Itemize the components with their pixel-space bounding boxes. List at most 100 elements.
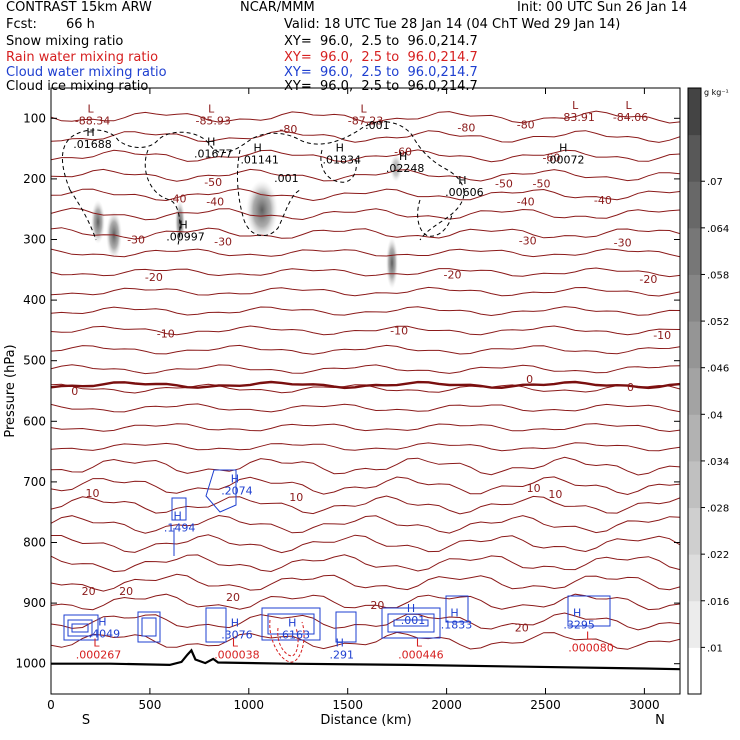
isotherm-label: -10	[157, 327, 175, 340]
extremum-marker: L	[232, 637, 239, 650]
legend-rain-xy: XY= 96.0, 2.5 to 96.0,214.7	[284, 50, 478, 65]
isotherm	[51, 344, 680, 355]
extremum-marker: H	[179, 218, 187, 231]
y-tick-label: 100	[23, 111, 46, 125]
x-tick-label: 2000	[431, 698, 462, 712]
isotherm-label: 20	[515, 621, 529, 634]
colorbar-tick-label: .016	[707, 597, 729, 608]
terrain-and-freezing-level	[51, 380, 680, 671]
colorbar-swatch	[688, 274, 701, 322]
cloud-water-contour	[445, 595, 469, 623]
colorbar-frame	[687, 87, 702, 695]
extremum-marker: L	[208, 103, 215, 116]
x-tick-label: 2500	[530, 698, 561, 712]
isotherm-label: 10	[548, 488, 562, 501]
extremum-value: .291	[330, 649, 355, 662]
isotherm	[51, 534, 680, 554]
isotherm-label: 20	[82, 585, 96, 598]
fcst-value: 66 h	[66, 17, 95, 32]
endpoint-right: N	[655, 713, 665, 728]
extremum-marker: L	[87, 103, 94, 116]
extremum-marker: H	[231, 472, 239, 485]
isotherm-label: 0	[71, 385, 78, 398]
extremum-marker: H	[288, 617, 296, 630]
colorbar-tick-label: .07	[707, 177, 723, 188]
extremum-marker: H	[231, 617, 239, 630]
cloud-water-contour	[381, 607, 441, 639]
endpoint-left: S	[82, 713, 90, 728]
x-tick-label: 0	[47, 698, 55, 712]
ice-contour	[144, 149, 181, 246]
cloud-water-contour	[171, 497, 187, 521]
colorbar-swatch	[688, 554, 701, 602]
cloud-ice-contours	[62, 121, 465, 246]
extremum-marker: H	[254, 142, 262, 155]
extremum-value: .1833	[441, 618, 473, 631]
extremum-value: .000038	[214, 649, 260, 662]
colorbar-tick-label: .046	[707, 364, 729, 375]
cloud-water-contour	[63, 614, 99, 641]
center-label: NCAR/MMM	[240, 0, 315, 15]
isotherm	[51, 286, 680, 297]
extremum-marker: H	[336, 142, 344, 155]
plot-frame	[50, 87, 681, 695]
cloud-water-contour	[205, 607, 227, 643]
extremum-marker: H	[458, 174, 466, 187]
isotherm-label: 10	[86, 487, 100, 500]
extremum-value: .000446	[398, 649, 444, 662]
isotherm-label: -10	[390, 324, 408, 337]
y-tick-label: 400	[23, 293, 46, 307]
colorbar-swatch	[688, 647, 701, 695]
cloud-water-contour	[393, 619, 429, 627]
isotherm	[51, 442, 680, 452]
extremum-marker: H	[399, 150, 407, 163]
extremum-value: -83.91	[559, 111, 594, 124]
extremum-marker: L	[93, 637, 100, 650]
y-tick-label: 900	[23, 596, 46, 610]
extremum-value: .3076	[221, 629, 253, 642]
contour-value-label: .001	[274, 172, 299, 185]
y-tick-label: 1000	[15, 657, 46, 671]
extremum-value: .00997	[166, 230, 205, 243]
rain-water-contours	[269, 619, 305, 663]
extremum-value: .1494	[164, 521, 196, 534]
extremum-value: .001	[401, 614, 426, 627]
isotherm-label: -30	[214, 235, 232, 248]
extremum-marker: L	[416, 637, 423, 650]
contour-labels: -80 -80 -80 -60 -60 -50 -50 -50 -40 -40 -40 -40 -30 -…	[71, 99, 671, 662]
extremum-value: .01677	[194, 147, 233, 160]
extremum-value: .000267	[76, 649, 122, 662]
y-axis-title: Pressure (hPa)	[3, 344, 18, 437]
isotherm-label: -10	[653, 329, 671, 342]
isotherm-label: -20	[639, 273, 657, 286]
isotherm-label: -30	[519, 235, 537, 248]
extremum-value: -87.23	[348, 115, 383, 128]
shade-blob	[91, 200, 105, 244]
extremum-value: -84.06	[613, 111, 648, 124]
isotherm-label: 20	[119, 585, 133, 598]
isotherm-label: -40	[517, 195, 535, 208]
legend-snow-xy: XY= 96.0, 2.5 to 96.0,214.7	[284, 34, 478, 49]
freezing-level-line	[51, 380, 680, 390]
extremum-marker: L	[572, 99, 579, 112]
isotherm-label: -80	[457, 121, 475, 134]
y-tick-label: 500	[23, 354, 46, 368]
shade-blob	[246, 180, 278, 240]
isotherm-label: -40	[206, 195, 224, 208]
y-tick-label: 300	[23, 233, 46, 247]
isotherm-label: -80	[279, 123, 297, 136]
isotherm	[51, 227, 680, 240]
cloud-water-contour	[261, 607, 321, 641]
legend-cloudwater-name: Cloud water mixing ratio	[6, 65, 167, 80]
isotherm	[51, 573, 680, 592]
colorbar-swatch	[688, 414, 701, 462]
extremum-marker: L	[360, 103, 367, 116]
isotherm-label: -20	[145, 271, 163, 284]
valid-time: Valid: 18 UTC Tue 28 Jan 14 (04 ChT Wed …	[284, 17, 621, 32]
y-tick-label: 800	[23, 536, 46, 550]
extremum-marker: L	[586, 629, 593, 642]
extremum-value: .4049	[89, 627, 121, 640]
isotherm-label: -50	[204, 176, 222, 189]
colorbar-swatch	[688, 88, 701, 136]
